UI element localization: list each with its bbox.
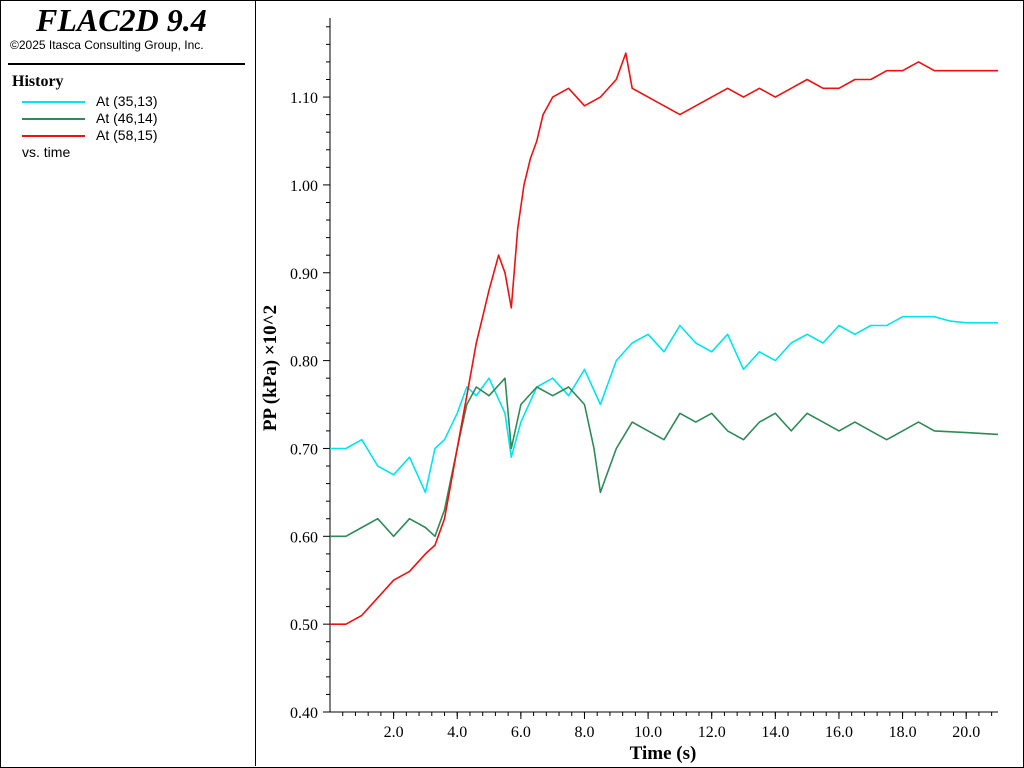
x-axis-title: Time (s) — [630, 743, 697, 764]
series-line-1 — [330, 315, 998, 494]
y-tick-label: 0.50 — [290, 617, 318, 634]
legend-item-series-1: At (35,13) — [22, 93, 242, 109]
y-tick-label: 1.10 — [290, 90, 318, 107]
x-tick-label: 10.0 — [634, 724, 662, 741]
history-heading: History — [12, 73, 64, 90]
x-tick-label: 14.0 — [761, 724, 789, 741]
x-tick-label: 6.0 — [511, 724, 531, 741]
legend-panel: FLAC2D 9.4 ©2025 Itasca Consulting Group… — [0, 0, 256, 766]
legend-label-series-1: At (35,13) — [96, 93, 158, 109]
y-axis-title: PP (kPa) ×10^2 — [260, 305, 281, 431]
series-line-2 — [330, 377, 999, 538]
x-tick-label: 20.0 — [952, 724, 980, 741]
legend-swatch-series-1 — [22, 101, 85, 103]
copyright-notice: ©2025 Itasca Consulting Group, Inc. — [10, 38, 204, 52]
chart-series — [330, 52, 999, 626]
legend-item-series-3: At (58,15) — [22, 127, 242, 143]
y-tick-label: 0.80 — [290, 354, 318, 371]
x-tick-label: 8.0 — [574, 724, 594, 741]
y-tick-label: 0.70 — [290, 441, 318, 458]
x-tick-label: 16.0 — [825, 724, 853, 741]
y-tick-label: 1.00 — [290, 178, 318, 195]
legend-swatch-series-3 — [22, 135, 85, 137]
series-line-3 — [330, 52, 998, 626]
title-divider — [8, 63, 245, 65]
x-tick-label: 12.0 — [698, 724, 726, 741]
legend-label-series-2: At (46,14) — [96, 110, 158, 126]
x-tick-label: 2.0 — [384, 724, 404, 741]
legend-label-series-3: At (58,15) — [96, 127, 158, 143]
y-tick-label: 0.90 — [290, 266, 318, 283]
vs-label: vs. time — [22, 144, 71, 160]
y-tick-label: 0.60 — [290, 529, 318, 546]
legend-item-series-2: At (46,14) — [22, 110, 242, 126]
chart-axes: 0.40 0.50 0.60 0.70 0.80 0.90 1.00 1.10 2.0 4.0 6.… — [290, 18, 998, 741]
y-tick-label: 0.40 — [290, 705, 318, 722]
x-tick-label: 4.0 — [447, 724, 467, 741]
app-title: FLAC2D 9.4 — [36, 2, 207, 38]
legend-swatch-series-2 — [22, 118, 85, 120]
x-tick-label: 18.0 — [889, 724, 917, 741]
